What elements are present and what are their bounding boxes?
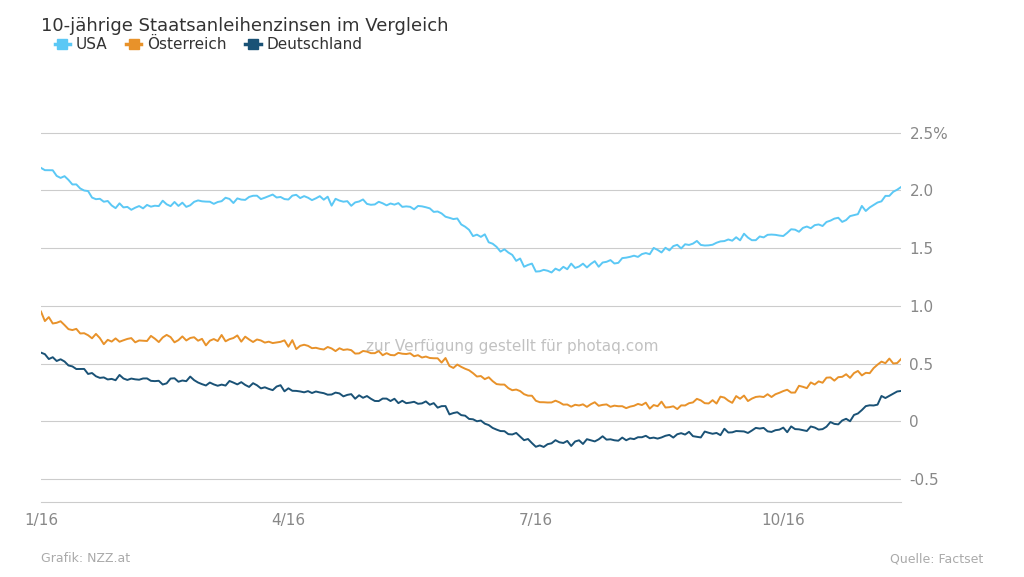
Text: Grafik: NZZ.at: Grafik: NZZ.at	[41, 552, 130, 565]
Text: zur Verfügung gestellt für photaq.com: zur Verfügung gestellt für photaq.com	[366, 339, 658, 354]
Text: Quelle: Factset: Quelle: Factset	[890, 552, 983, 565]
Legend: USA, Österreich, Deutschland: USA, Österreich, Deutschland	[48, 31, 369, 58]
Text: 10-jährige Staatsanleihenzinsen im Vergleich: 10-jährige Staatsanleihenzinsen im Vergl…	[41, 17, 449, 35]
